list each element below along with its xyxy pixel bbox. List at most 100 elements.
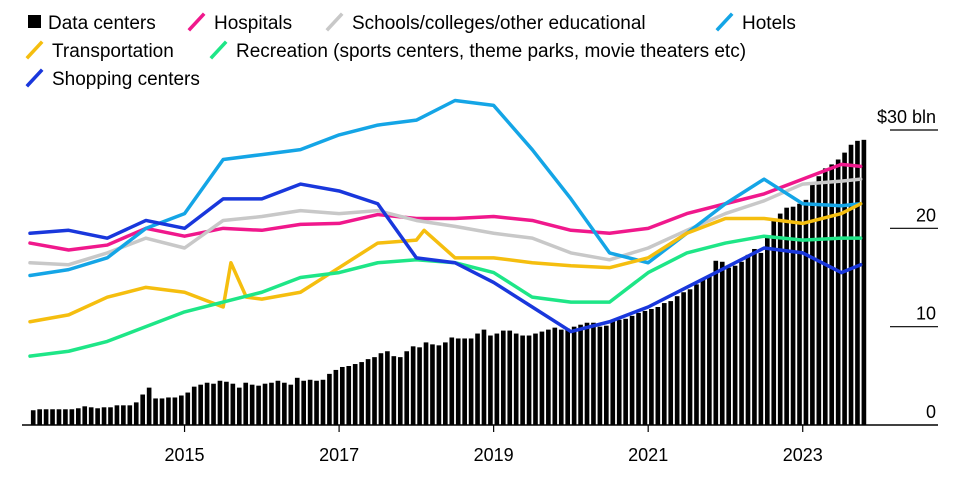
bar-data-centers <box>835 159 841 425</box>
bar-data-centers <box>63 409 68 425</box>
bar-data-centers <box>642 310 648 425</box>
legend-item-hotels: Hotels <box>715 12 796 34</box>
bar-data-centers <box>494 333 500 425</box>
bar-data-centers <box>288 384 294 425</box>
bar-data-centers <box>488 335 493 425</box>
data-centers-bars <box>30 139 867 426</box>
bar-data-centers <box>810 184 815 425</box>
bar-data-centers <box>249 384 255 425</box>
bar-data-centers <box>526 335 532 425</box>
bar-data-centers <box>314 380 319 425</box>
bar-data-centers <box>546 329 551 425</box>
series-line-hospitals <box>28 162 863 252</box>
bar-data-centers <box>449 337 455 425</box>
bar-data-centers <box>436 345 442 425</box>
bar-data-centers <box>777 213 783 425</box>
bar-data-centers <box>352 364 358 425</box>
bar-data-centers <box>114 405 120 425</box>
series-line-hotels <box>28 98 863 278</box>
legend-swatch-hospitals <box>187 12 206 32</box>
bar-data-centers <box>507 330 513 425</box>
bar-data-centers <box>159 398 165 425</box>
bar-data-centers <box>771 218 777 425</box>
y-tick-label: $30 bln <box>877 107 936 127</box>
bar-data-centers <box>500 330 506 425</box>
legend-swatch-transportation <box>25 40 44 60</box>
legend-label-data-centers: Data centers <box>48 13 156 34</box>
bar-data-centers <box>191 386 197 425</box>
bar-data-centers <box>552 327 558 425</box>
bar-data-centers <box>475 333 480 425</box>
bar-data-centers <box>262 383 268 425</box>
bar-data-centers <box>269 382 274 425</box>
bar-data-centers <box>591 322 596 425</box>
bar-data-centers <box>822 168 828 425</box>
bar-data-centers <box>236 387 242 425</box>
x-axis: 2015 2017 2019 2021 2023 <box>165 425 823 465</box>
legend-swatch-hotels <box>715 12 734 32</box>
legend-swatch-recreation <box>209 40 228 60</box>
bar-data-centers <box>803 199 809 425</box>
bar-data-centers <box>623 318 628 425</box>
bar-data-centers <box>397 357 403 425</box>
bar-data-centers <box>365 359 371 425</box>
bar-data-centers <box>668 301 674 425</box>
bar-data-centers <box>481 329 487 425</box>
x-tick-label: 2023 <box>783 445 823 465</box>
bar-data-centers <box>694 284 699 425</box>
bar-data-centers <box>185 392 191 425</box>
bar-data-centers <box>391 356 397 425</box>
x-tick-label: 2017 <box>319 445 359 465</box>
bar-data-centers <box>700 279 706 425</box>
legend-swatch-data-centers <box>28 15 41 28</box>
bar-data-centers <box>172 397 178 425</box>
bar-data-centers <box>307 379 313 425</box>
bar-data-centers <box>681 292 686 425</box>
legend-label-hotels: Hotels <box>742 13 796 34</box>
bar-data-centers <box>121 405 126 425</box>
bar-data-centers <box>443 342 448 425</box>
legend-label-hospitals: Hospitals <box>214 13 292 34</box>
bar-data-centers <box>230 383 236 425</box>
bar-data-centers <box>327 373 332 425</box>
bar-data-centers <box>339 366 345 425</box>
legend-item-shopping-centers: Shopping centers <box>25 68 200 90</box>
x-tick-label: 2015 <box>165 445 205 465</box>
bar-data-centers <box>468 338 474 425</box>
bar-data-centers <box>82 406 88 425</box>
bar-data-centers <box>301 380 306 425</box>
bar-data-centers <box>430 344 435 425</box>
bar-data-centers <box>37 409 42 425</box>
bar-data-centers <box>75 408 81 425</box>
series-lines <box>28 98 863 358</box>
bar-data-centers <box>520 335 525 425</box>
bar-data-centers <box>764 235 770 425</box>
bar-data-centers <box>385 351 390 425</box>
bar-data-centers <box>378 353 384 425</box>
bar-data-centers <box>655 307 661 425</box>
bar-data-centers <box>597 326 603 425</box>
bar-data-centers <box>790 206 796 425</box>
legend-label-schools: Schools/colleges/other educational <box>352 13 646 34</box>
bar-data-centers <box>294 377 300 425</box>
bar-data-centers <box>848 144 854 425</box>
bar-data-centers <box>43 409 49 425</box>
legend-label-transportation: Transportation <box>52 41 174 62</box>
bar-data-centers <box>578 324 583 425</box>
bar-data-centers <box>217 380 223 425</box>
bar-data-centers <box>649 308 654 425</box>
bar-data-centers <box>758 252 764 425</box>
bar-data-centers <box>50 409 55 425</box>
bar-data-centers <box>346 366 352 425</box>
bar-data-centers <box>707 275 712 425</box>
series-line-schools-colleges-other-educational <box>28 177 863 267</box>
bar-data-centers <box>372 357 377 425</box>
bar-data-centers <box>423 342 429 425</box>
legend: Data centers Hospitals Schools/colleges/… <box>25 12 796 90</box>
legend-item-transportation: Transportation <box>25 40 174 62</box>
bar-data-centers <box>539 331 545 425</box>
y-tick-label: 0 <box>926 402 936 422</box>
bar-data-centers <box>166 397 171 425</box>
bar-data-centers <box>410 346 416 425</box>
